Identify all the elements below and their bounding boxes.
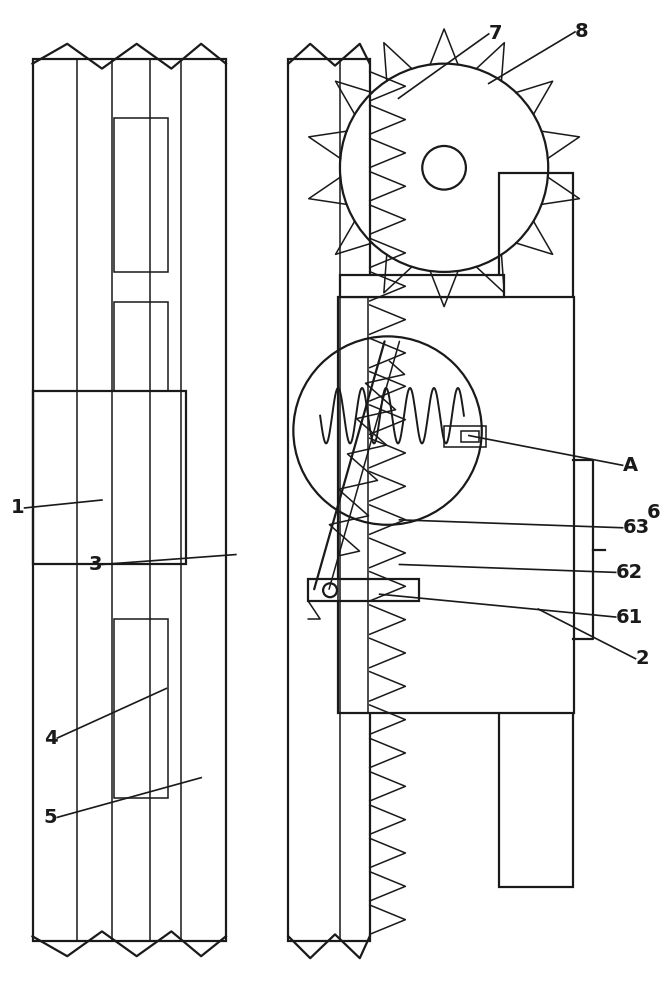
Bar xyxy=(340,275,504,297)
Bar xyxy=(114,302,168,391)
Text: 4: 4 xyxy=(44,729,58,748)
Bar xyxy=(498,535,573,609)
Bar xyxy=(444,426,486,447)
Text: 7: 7 xyxy=(488,24,502,43)
Text: A: A xyxy=(622,456,638,475)
Bar xyxy=(33,59,226,941)
Text: 1: 1 xyxy=(11,498,25,517)
Bar xyxy=(114,619,168,798)
Text: 8: 8 xyxy=(575,22,589,41)
Text: 3: 3 xyxy=(88,555,102,574)
Bar xyxy=(308,579,419,601)
Bar xyxy=(33,391,186,564)
Text: 63: 63 xyxy=(622,518,650,537)
Bar xyxy=(288,59,370,941)
Text: 2: 2 xyxy=(635,649,649,668)
Bar xyxy=(498,173,573,887)
Text: 6: 6 xyxy=(647,503,660,522)
Text: 62: 62 xyxy=(616,563,643,582)
Text: 5: 5 xyxy=(44,808,58,827)
Text: 61: 61 xyxy=(616,608,643,627)
Bar xyxy=(461,431,479,442)
Bar xyxy=(114,118,168,272)
Bar xyxy=(338,297,574,713)
